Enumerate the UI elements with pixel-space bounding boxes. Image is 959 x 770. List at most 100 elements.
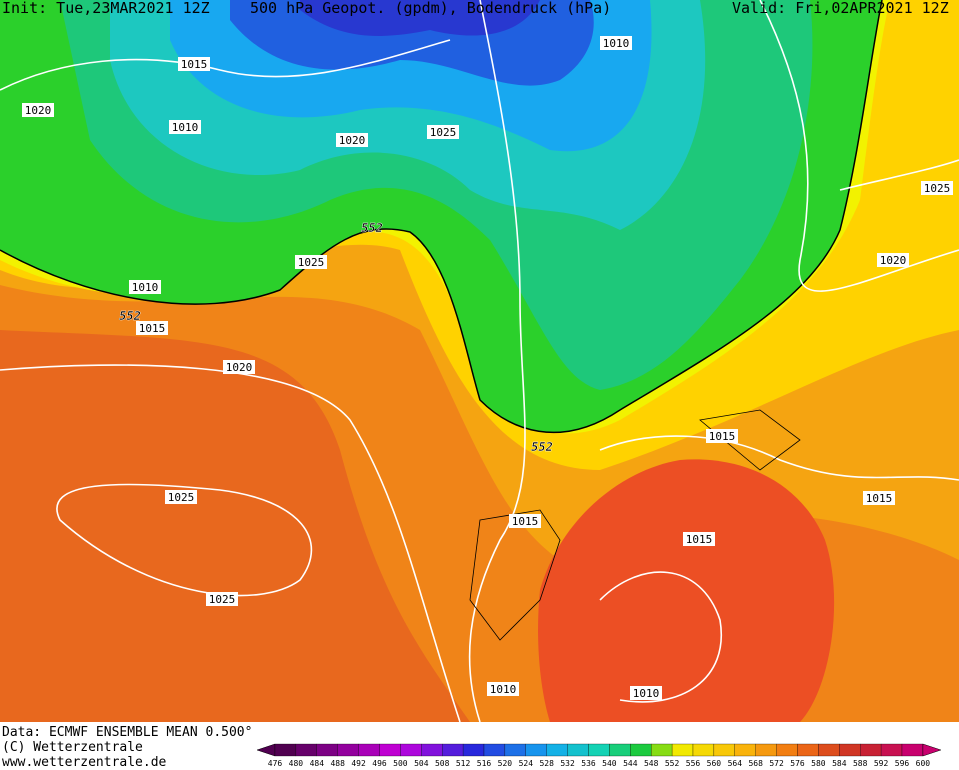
colorbar-cell [462, 743, 485, 757]
colorbar-label: 476 [268, 759, 283, 768]
colorbar-label: 532 [560, 759, 575, 768]
colorbar-label: 544 [623, 759, 638, 768]
colorbar-label: 588 [853, 759, 868, 768]
isobar-label-box [630, 686, 662, 700]
colorbar-label: 484 [310, 759, 325, 768]
valid-time: Valid: Fri,02APR2021 12Z [732, 0, 949, 17]
colorbar-label: 480 [289, 759, 304, 768]
isobar [759, 0, 959, 292]
isobar [0, 39, 451, 91]
colorbar-label: 516 [477, 759, 492, 768]
field-deep-blue [300, 0, 540, 36]
colorbar-cell [567, 743, 589, 757]
colorbar-cell [442, 743, 464, 757]
isobar-label: 1010 [132, 281, 159, 294]
colorbar-label: 564 [728, 759, 743, 768]
colorbar-label: 512 [456, 759, 471, 768]
colorbar-cell [734, 743, 756, 757]
colorbar-label: 572 [769, 759, 784, 768]
isobar-label: 1020 [339, 134, 366, 147]
map-labels: 1010 1015 1020 1010 1020 1025 1025 552 1025 1020 1… [22, 36, 953, 700]
colorbar-cell [337, 743, 359, 757]
isobar [599, 571, 723, 703]
isobar-label: 1010 [490, 683, 517, 696]
isobar-label-box [336, 133, 368, 147]
colorbar-label: 596 [895, 759, 910, 768]
isobar-label-box [877, 253, 909, 267]
isobar-label: 1015 [686, 533, 713, 546]
colorbar-label: 488 [330, 759, 345, 768]
colorbar-label: 536 [581, 759, 596, 768]
colorbar-label: 576 [790, 759, 805, 768]
isobar [56, 483, 313, 597]
isobar-label: 1015 [181, 58, 208, 71]
colorbar-label: 592 [874, 759, 889, 768]
contour-label: 552 [119, 309, 141, 323]
isobar-label-box [509, 514, 541, 528]
colorbar-label: 508 [435, 759, 450, 768]
map [0, 0, 959, 740]
map-title: 500 hPa Geopot. (gpdm), Bodendruck (hPa) [250, 0, 611, 17]
colorbar-cell [860, 743, 882, 757]
colorbar-right-arrow [922, 743, 942, 757]
contour-label: 552 [531, 440, 553, 454]
colorbar-cell [316, 743, 338, 757]
colorbar-cell [839, 743, 861, 757]
contour-552 [0, 0, 883, 434]
colorbar-label: 552 [665, 759, 680, 768]
colorbar-cell [755, 743, 777, 757]
isobar-label-box [206, 592, 238, 606]
colorbar-label: 500 [393, 759, 408, 768]
colorbar-cell [295, 743, 317, 757]
isobar-label: 1010 [603, 37, 630, 50]
colorbar-label: 580 [811, 759, 826, 768]
isobar-label: 1015 [512, 515, 539, 528]
colorbar-cell [400, 743, 422, 757]
isobar-label-box [295, 255, 327, 269]
isobar-label-box [136, 321, 168, 335]
colorbar-label: 540 [602, 759, 617, 768]
isobar-label-box [427, 125, 459, 139]
colorbar-cell [630, 743, 652, 757]
isobar-label: 1015 [139, 322, 166, 335]
colorbar-cell [797, 743, 819, 757]
isobar-label: 1010 [633, 687, 660, 700]
colorbar-cell [504, 743, 526, 757]
colorbar-label: 600 [916, 759, 931, 768]
isobar-label-box [129, 280, 161, 294]
isobar-label-box [178, 57, 210, 71]
colorbar-cell [525, 743, 547, 757]
isobar-label-box [487, 682, 519, 696]
isobar-label: 1020 [25, 104, 52, 117]
colorbar-label: 528 [539, 759, 554, 768]
isobar-label: 1025 [298, 256, 325, 269]
isobar-label-box [169, 120, 201, 134]
field-red [538, 459, 835, 722]
init-time: Init: Tue,23MAR2021 12Z [2, 0, 210, 17]
colorbar-cell [776, 743, 798, 757]
isobar-label: 1025 [430, 126, 457, 139]
colorbar-label: 504 [414, 759, 429, 768]
isobar [839, 159, 959, 191]
isobar-label: 1010 [172, 121, 199, 134]
isobar-label-box [921, 181, 953, 195]
coastline [469, 409, 801, 641]
isobar-label: 1020 [880, 254, 907, 267]
isobar-label: 1015 [709, 430, 736, 443]
colorbar-cell [546, 743, 568, 757]
colorbar-label: 496 [372, 759, 387, 768]
colorbar-cell [901, 743, 924, 757]
copyright: (C) Wetterzentrale [2, 740, 143, 755]
colorbar-label: 520 [498, 759, 513, 768]
isobar-label-box [165, 490, 197, 504]
colorbar-cell [483, 743, 506, 757]
colorbar-cell [818, 743, 840, 757]
colorbar-label: 568 [748, 759, 763, 768]
colorbar-cell [713, 743, 735, 757]
isobar-label-box [223, 360, 255, 374]
data-source: Data: ECMWF ENSEMBLE MEAN 0.500° [2, 725, 252, 740]
colorbar-cell [588, 743, 610, 757]
colorbar-cell [421, 743, 443, 757]
colorbar-cell [609, 743, 631, 757]
